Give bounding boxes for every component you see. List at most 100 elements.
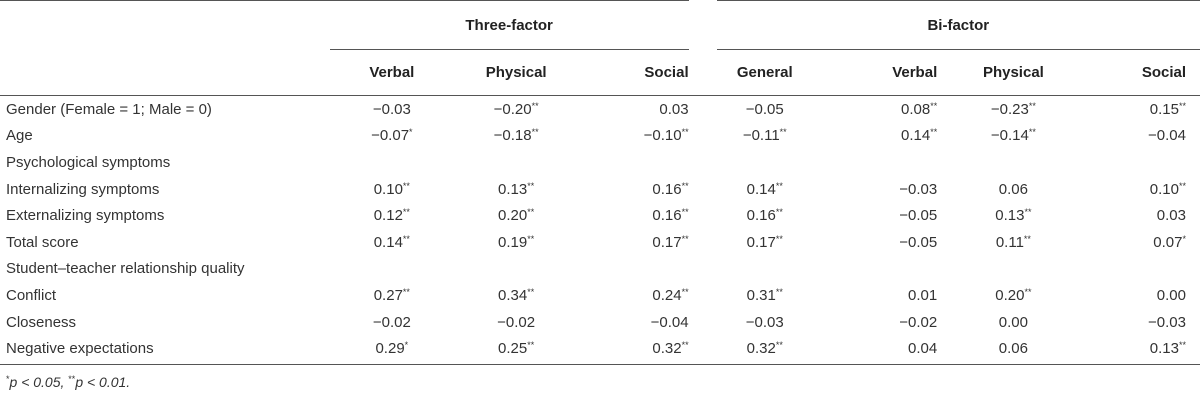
cell-value: 0.08 bbox=[901, 100, 931, 118]
table-cell: 0.32** bbox=[702, 335, 827, 365]
cell-value: 0.16 bbox=[652, 207, 682, 225]
table-cell: −0.03 bbox=[703, 309, 827, 336]
cell-value: −0.05 bbox=[899, 207, 938, 225]
significance-mark: ** bbox=[681, 340, 689, 351]
significance-mark: ** bbox=[681, 207, 689, 218]
cell-value: 0.01 bbox=[908, 286, 938, 304]
table-cell: 0.17** bbox=[703, 229, 827, 256]
cell-value: −0.03 bbox=[1148, 313, 1186, 331]
table-cell: 0.11** bbox=[951, 229, 1075, 256]
empty-subheader-cell bbox=[0, 49, 330, 96]
significance-mark: ** bbox=[1023, 233, 1031, 244]
cell-value: −0.04 bbox=[650, 313, 689, 331]
table-cell: −0.04 bbox=[578, 309, 702, 336]
table-cell: −0.05 bbox=[827, 202, 951, 229]
column-header-row: Verbal Physical Social General Verbal Physica… bbox=[0, 49, 1200, 96]
significance-mark: ** bbox=[527, 286, 535, 297]
table-cell: −0.11** bbox=[703, 123, 827, 150]
significance-mark: ** bbox=[681, 233, 689, 244]
table-cell: 0.25** bbox=[453, 335, 579, 365]
cell-value: 0.10 bbox=[1149, 180, 1179, 198]
cell-value: −0.05 bbox=[745, 100, 784, 118]
significance-mark: ** bbox=[527, 233, 535, 244]
significance-mark: ** bbox=[779, 127, 787, 138]
table-cell: −0.20** bbox=[454, 96, 578, 123]
significance-mark: ** bbox=[1178, 100, 1186, 111]
significance-mark: ** bbox=[402, 286, 410, 297]
cell-value: −0.03 bbox=[899, 180, 938, 198]
cell-value: −0.02 bbox=[899, 313, 938, 331]
section-heading-row: Psychological symptoms bbox=[0, 149, 1200, 176]
table-cell: 0.03 bbox=[1076, 202, 1200, 229]
table-cell: −0.05 bbox=[827, 229, 951, 256]
table-cell bbox=[703, 149, 827, 176]
table-cell: 0.14** bbox=[330, 229, 454, 256]
cell-value: −0.11 bbox=[742, 127, 780, 145]
cell-value: −0.05 bbox=[899, 233, 938, 251]
significance-mark: * bbox=[404, 340, 409, 351]
table-cell bbox=[454, 256, 578, 283]
cell-value: 0.19 bbox=[498, 233, 528, 251]
table-cell bbox=[951, 149, 1075, 176]
table-row: Closeness −0.02 −0.02 −0.04 −0.03 −0.02 0.00 −0… bbox=[0, 309, 1200, 336]
table-cell: −0.14** bbox=[951, 123, 1075, 150]
significance-mark: * bbox=[409, 127, 413, 138]
table-cell: −0.03 bbox=[827, 176, 951, 203]
row-label: Internalizing symptoms bbox=[6, 180, 160, 198]
table-cell: 0.20** bbox=[951, 282, 1075, 309]
table-cell: 0.03 bbox=[578, 96, 702, 123]
table-cell: 0.29* bbox=[329, 335, 454, 365]
cell-value: 0.04 bbox=[908, 340, 938, 358]
significance-mark: ** bbox=[527, 180, 535, 191]
table-cell: 0.00 bbox=[951, 309, 1075, 336]
correlation-table-container: Three-factor Bi-factor Verbal Physical Soc… bbox=[0, 0, 1200, 365]
row-label: Total score bbox=[6, 233, 79, 251]
cell-value: 0.15 bbox=[1149, 100, 1179, 118]
table-cell: −0.10** bbox=[578, 123, 702, 150]
table-cell: 0.00 bbox=[1076, 282, 1200, 309]
cell-value: 0.16 bbox=[746, 207, 776, 225]
column-header-bi-factor-verbal: Verbal bbox=[826, 49, 952, 96]
cell-value: 0.06 bbox=[998, 180, 1028, 198]
table-footnote: *p < 0.05, **p < 0.01. bbox=[6, 374, 130, 390]
cell-value: 0.13 bbox=[995, 207, 1025, 225]
cell-value: −0.04 bbox=[1148, 127, 1186, 145]
table-cell: −0.05 bbox=[703, 96, 827, 123]
significance-mark: ** bbox=[1178, 180, 1186, 191]
significance-mark: ** bbox=[1028, 127, 1036, 138]
significance-mark: ** bbox=[681, 127, 689, 138]
significance-mark: ** bbox=[681, 286, 689, 297]
table-cell: 0.14** bbox=[703, 176, 827, 203]
significance-mark: ** bbox=[775, 233, 783, 244]
significance-mark: * bbox=[1182, 233, 1186, 244]
table-cell: 0.07* bbox=[1076, 229, 1200, 256]
table-cell: 0.20** bbox=[454, 202, 578, 229]
cell-value: 0.16 bbox=[652, 180, 682, 198]
column-header-bi-factor-social: Social bbox=[1075, 49, 1200, 96]
cell-value: −0.02 bbox=[497, 313, 536, 331]
cell-value: 0.13 bbox=[1149, 340, 1179, 358]
section-heading: Student–teacher relationship quality bbox=[6, 260, 245, 278]
table-cell bbox=[330, 149, 454, 176]
significance-mark: ** bbox=[531, 100, 539, 111]
table-body: Gender (Female = 1; Male = 0) −0.03 −0.20*… bbox=[0, 96, 1200, 365]
significance-mark: ** bbox=[402, 180, 410, 191]
table-cell bbox=[827, 256, 951, 283]
cell-value: −0.03 bbox=[372, 100, 411, 118]
significance-mark: ** bbox=[775, 340, 783, 351]
table-cell: −0.04 bbox=[1076, 123, 1200, 150]
significance-mark: ** bbox=[402, 207, 410, 218]
significance-mark: ** bbox=[531, 127, 539, 138]
table-cell: −0.23** bbox=[951, 96, 1075, 123]
significance-mark: ** bbox=[681, 180, 689, 191]
table-row: Internalizing symptoms 0.10** 0.13** 0.16**… bbox=[0, 176, 1200, 203]
significance-mark: ** bbox=[930, 100, 938, 111]
table-row: Total score 0.14** 0.19** 0.17** 0.17** −0.05… bbox=[0, 229, 1200, 256]
cell-value: −0.20 bbox=[493, 100, 532, 118]
row-label: Gender (Female = 1; Male = 0) bbox=[6, 100, 212, 118]
group-header-bi-factor: Bi-factor bbox=[688, 0, 1200, 50]
cell-value: 0.00 bbox=[998, 313, 1028, 331]
group-header-row: Three-factor Bi-factor bbox=[0, 0, 1200, 50]
table-cell bbox=[703, 256, 827, 283]
cell-value: 0.27 bbox=[373, 286, 403, 304]
